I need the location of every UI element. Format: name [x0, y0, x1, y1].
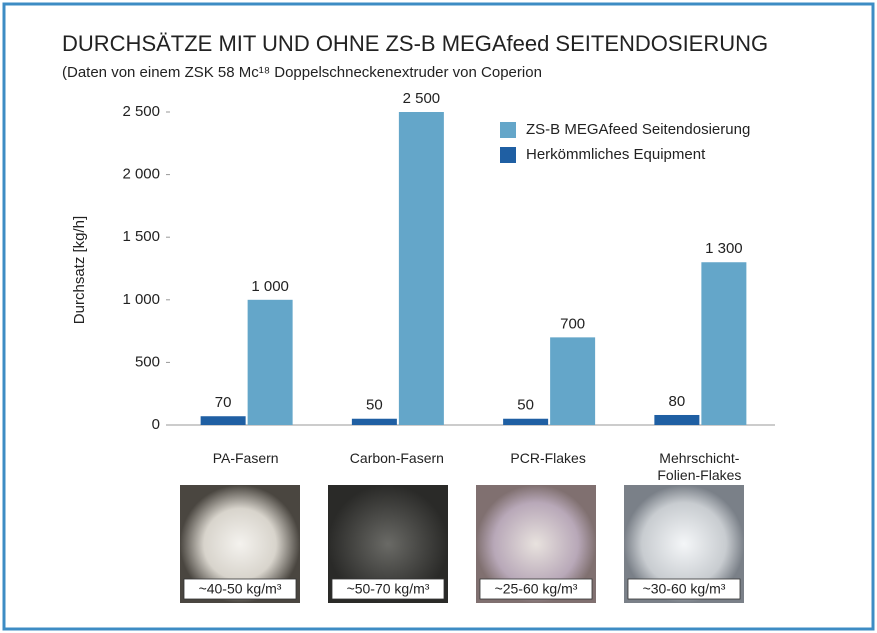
x-tick-label: Carbon-Fasern	[337, 450, 457, 467]
chart-title: DURCHSÄTZE MIT UND OHNE ZS-B MEGAfeed SE…	[62, 31, 768, 56]
y-tick-label: 2 500	[122, 103, 160, 120]
density-label: ~50-70 kg/m³	[347, 581, 430, 597]
chart-subtitle: (Daten von einem ZSK 58 Mc¹⁸ Doppelschne…	[62, 64, 542, 81]
value-label: 1 300	[705, 240, 743, 257]
y-tick-label: 0	[152, 416, 160, 433]
bar	[352, 419, 397, 425]
legend-swatch	[500, 147, 516, 163]
chart: DURCHSÄTZE MIT UND OHNE ZS-B MEGAfeed SE…	[0, 0, 877, 633]
legend-label: ZS-B MEGAfeed Seitendosierung	[526, 121, 750, 138]
bar	[503, 419, 548, 425]
value-label: 70	[215, 394, 232, 411]
bar	[654, 415, 699, 425]
x-tick-label: PA-Fasern	[186, 450, 306, 467]
value-label: 80	[669, 393, 686, 410]
value-label: 50	[366, 397, 383, 414]
legend-label: Herkömmliches Equipment	[526, 146, 706, 163]
legend-swatch	[500, 122, 516, 138]
x-tick-label: PCR-Flakes	[488, 450, 608, 467]
y-tick-label: 500	[135, 353, 160, 370]
bar	[201, 416, 246, 425]
bar	[399, 112, 444, 425]
y-axis-label: Durchsatz [kg/h]	[71, 216, 88, 324]
density-label: ~30-60 kg/m³	[643, 581, 726, 597]
value-label: 700	[560, 315, 585, 332]
x-tick-label: Mehrschicht-Folien-Flakes	[649, 450, 749, 484]
value-label: 1 000	[251, 278, 289, 295]
bar	[701, 262, 746, 425]
y-tick-label: 1 500	[122, 228, 160, 245]
density-label: ~40-50 kg/m³	[199, 581, 282, 597]
bar	[550, 337, 595, 425]
density-label: ~25-60 kg/m³	[495, 581, 578, 597]
y-tick-label: 1 000	[122, 291, 160, 308]
value-label: 2 500	[403, 90, 441, 107]
value-label: 50	[517, 397, 534, 414]
page: DURCHSÄTZE MIT UND OHNE ZS-B MEGAfeed SE…	[0, 0, 877, 633]
bar	[248, 300, 293, 425]
y-tick-label: 2 000	[122, 166, 160, 183]
